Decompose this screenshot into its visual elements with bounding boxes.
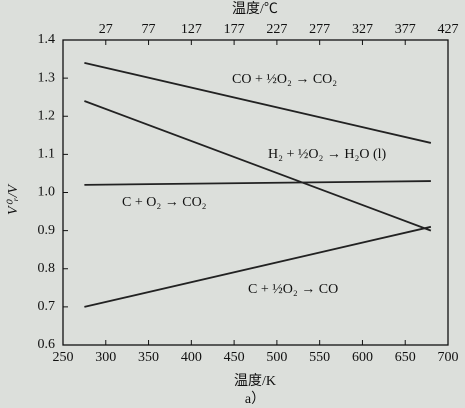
y-tick-label: 0.6 (38, 337, 56, 352)
series-line (84, 100, 432, 232)
series-label: CO + ½O₂ → CO₂ (232, 72, 337, 87)
y-tick-label: 1.3 (38, 70, 56, 85)
y-tick-label: 0.9 (38, 223, 56, 238)
x-tick-label: 250 (53, 350, 74, 365)
y-tick-label: 0.8 (38, 261, 56, 276)
y-tick-label: 1.2 (38, 108, 56, 123)
x-tick-label: 450 (224, 350, 245, 365)
series-line (84, 225, 432, 308)
x-tick-label: 650 (395, 350, 416, 365)
x2-tick-label: 427 (438, 22, 459, 37)
x-tick-label: 350 (138, 350, 159, 365)
x-tick-label: 500 (266, 350, 287, 365)
x2-tick-label: 177 (224, 22, 245, 37)
series-label: C + O₂ → CO₂ (122, 195, 207, 210)
x2-axis-label: 温度/℃ (232, 1, 278, 17)
x2-tick-label: 27 (99, 22, 113, 37)
series-label: C + ½O₂ → CO (248, 282, 338, 297)
y-tick-label: 1.0 (38, 185, 56, 200)
y-tick-label: 1.1 (38, 147, 56, 162)
x-axis-label: 温度/K (234, 373, 276, 389)
series-line (84, 61, 432, 144)
x-tick-label: 700 (438, 350, 459, 365)
x2-tick-label: 127 (181, 22, 202, 37)
x2-tick-label: 377 (395, 22, 416, 37)
x-tick-label: 550 (309, 350, 330, 365)
x2-tick-label: 227 (266, 22, 287, 37)
series-line (84, 180, 431, 186)
y-axis-label: V⁰ᵣ/V (6, 184, 21, 215)
series-label: H₂ + ½O₂ → H₂O (l) (268, 147, 387, 162)
x-tick-label: 300 (95, 350, 116, 365)
y-tick-label: 1.4 (38, 32, 56, 47)
x-tick-label: 400 (181, 350, 202, 365)
x2-tick-label: 327 (352, 22, 373, 37)
caption: a） (245, 391, 265, 407)
y-tick-label: 0.7 (38, 299, 56, 314)
x2-tick-label: 77 (142, 22, 156, 37)
x-tick-label: 600 (352, 350, 373, 365)
x2-tick-label: 277 (309, 22, 330, 37)
